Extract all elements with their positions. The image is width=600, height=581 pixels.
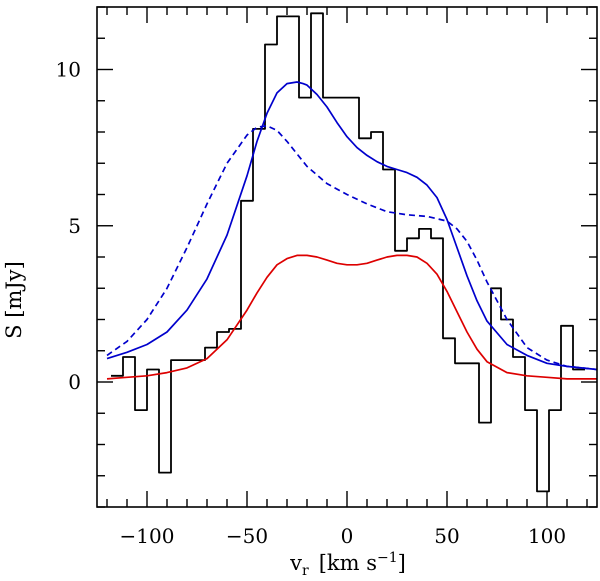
x-tick-label: 0 (341, 524, 354, 548)
series-red-model-line (106, 254, 597, 380)
plot-frame (96, 6, 598, 508)
y-tick-label: 10 (56, 58, 81, 82)
x-tick-label: −100 (120, 524, 175, 548)
series-layer (106, 12, 597, 493)
y-axis-label: S [mJy] (2, 261, 26, 339)
y-tick-label: 0 (68, 370, 81, 394)
x-axis-label-var: v (289, 551, 302, 575)
y-tick-label: 5 (68, 214, 81, 238)
series-observed-spectrum-line (111, 12, 585, 493)
x-axis-label-units-exp: −1 (377, 550, 398, 566)
series-blue-solid-model-line (106, 81, 597, 371)
x-tick-label: −50 (226, 524, 268, 548)
x-axis-label: vr [km s−1] (289, 550, 406, 579)
tick-layer (97, 6, 597, 508)
x-axis-label-units-pre: [km s (319, 551, 377, 575)
x-axis-label-units-post: ] (398, 551, 406, 575)
y-tick-labels: 0 5 10 (56, 58, 81, 395)
x-axis-label-sub: r (302, 563, 309, 579)
x-tick-label: 100 (528, 524, 566, 548)
x-tick-label: 50 (434, 524, 459, 548)
series-blue-dashed-model-line (106, 124, 597, 371)
x-tick-labels: −100 −50 0 50 100 (120, 524, 567, 548)
